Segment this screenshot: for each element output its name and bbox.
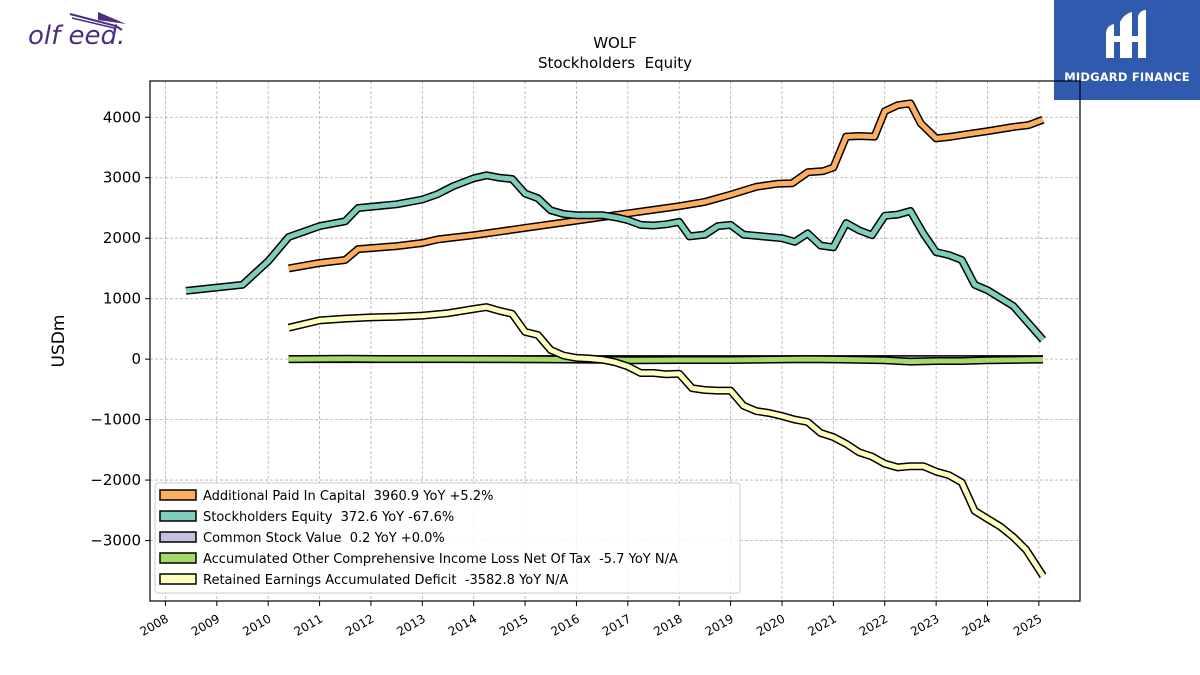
logo-text: olf eed.	[28, 21, 125, 50]
y-tick-label: 4000	[103, 108, 141, 126]
grid	[150, 81, 1080, 601]
y-tick-label: 2000	[103, 229, 141, 247]
legend-swatch	[159, 510, 197, 522]
legend-box	[154, 482, 741, 594]
wolfpack-logo-icon: olf eed.	[28, 12, 126, 51]
x-tick-label: 2025	[1011, 611, 1044, 638]
x-tick-label: 2019	[703, 611, 736, 638]
y-tick-label: −2000	[90, 471, 141, 489]
legend-label: Retained Earnings Accumulated Deficit -3…	[203, 573, 568, 588]
x-tick-label: 2012	[343, 611, 376, 638]
x-tick-label: 2014	[446, 611, 479, 638]
midgard-emblem-icon	[1106, 10, 1146, 58]
legend-label: Common Stock Value 0.2 YoY +0.0%	[203, 531, 445, 546]
series-4-line	[288, 304, 1046, 578]
x-tick-label: 2017	[600, 611, 633, 638]
x-tick-label: 2024	[960, 611, 993, 638]
y-tick-label: −1000	[90, 411, 141, 429]
series-3-line	[288, 356, 1044, 365]
x-tick-label: 2008	[137, 611, 170, 638]
series-0-line	[288, 100, 1044, 271]
brand-name: MIDGARD FINANCE	[1064, 70, 1190, 84]
y-tick-label: 1000	[103, 290, 141, 308]
x-tick-label: 2022	[857, 611, 890, 638]
x-tick-label: 2021	[805, 611, 838, 638]
series-group	[185, 99, 1047, 578]
legend-label: Additional Paid In Capital 3960.9 YoY +5…	[203, 489, 493, 504]
x-tick-label: 2016	[549, 611, 582, 638]
legend-label: Accumulated Other Comprehensive Income L…	[203, 552, 678, 567]
x-tick-label: 2015	[497, 611, 530, 638]
legend-label: Stockholders Equity 372.6 YoY -67.6%	[203, 510, 454, 525]
series-1-line	[185, 172, 1045, 342]
x-tick-label: 2011	[292, 611, 325, 638]
x-tick-label: 2010	[240, 611, 273, 638]
legend: Additional Paid In Capital 3960.9 YoY +5…	[154, 482, 741, 594]
x-tick-label: 2018	[651, 611, 684, 638]
chart-subtitle: Stockholders Equity	[538, 54, 692, 72]
x-tick-label: 2020	[754, 611, 787, 638]
chart-title: WOLF	[593, 34, 637, 52]
x-tick-label: 2009	[189, 611, 222, 638]
y-tick-label: −3000	[90, 532, 141, 550]
brand-logo-right: MIDGARD FINANCE	[1054, 0, 1200, 100]
y-axis-label: USDm	[49, 315, 69, 368]
series-1-outline	[185, 171, 1047, 343]
plot-frame	[149, 80, 1081, 602]
y-tick-label: 0	[131, 350, 141, 368]
x-tick-label: 2023	[908, 611, 941, 638]
brand-logo-left: olf eed.	[28, 8, 158, 54]
y-tick-label: 3000	[103, 169, 141, 187]
legend-swatch	[159, 552, 197, 564]
legend-swatch	[159, 531, 197, 543]
x-tick-label: 2013	[394, 611, 427, 638]
legend-swatch	[159, 573, 197, 585]
legend-swatch	[159, 489, 197, 501]
